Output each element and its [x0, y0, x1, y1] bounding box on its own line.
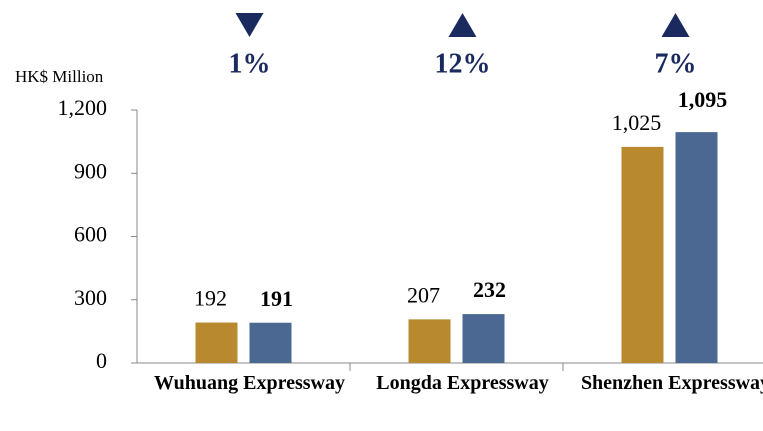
change-label: 12% — [435, 48, 491, 79]
bar — [195, 322, 238, 363]
x-tick-label: Shenzhen Expressway — [580, 372, 763, 394]
bar — [249, 322, 292, 363]
bar — [462, 314, 505, 363]
change-arrow — [235, 13, 264, 37]
value-label: 1,025 — [612, 110, 662, 135]
x-tick-label: Longda Expressway — [376, 372, 549, 394]
bar — [675, 132, 718, 363]
y-tick-label: 600 — [74, 222, 107, 247]
value-label: 191 — [260, 286, 293, 311]
change-arrow — [661, 13, 690, 37]
y-tick-label: 900 — [74, 158, 107, 183]
value-label: 232 — [473, 277, 506, 302]
bar — [621, 146, 664, 363]
value-label: 1,095 — [678, 87, 728, 112]
value-label: 207 — [407, 282, 440, 307]
value-label: 192 — [194, 286, 227, 311]
change-label: 1% — [229, 48, 271, 79]
y-tick-label: 0 — [96, 348, 107, 373]
change-arrow — [448, 13, 477, 37]
y-axis-label: HK$ Million — [15, 67, 104, 86]
change-label: 7% — [655, 48, 697, 79]
y-tick-label: 1,200 — [58, 95, 108, 120]
y-tick-label: 300 — [74, 285, 107, 310]
bar — [408, 319, 451, 363]
x-tick-label: Wuhuang Expressway — [154, 372, 345, 394]
